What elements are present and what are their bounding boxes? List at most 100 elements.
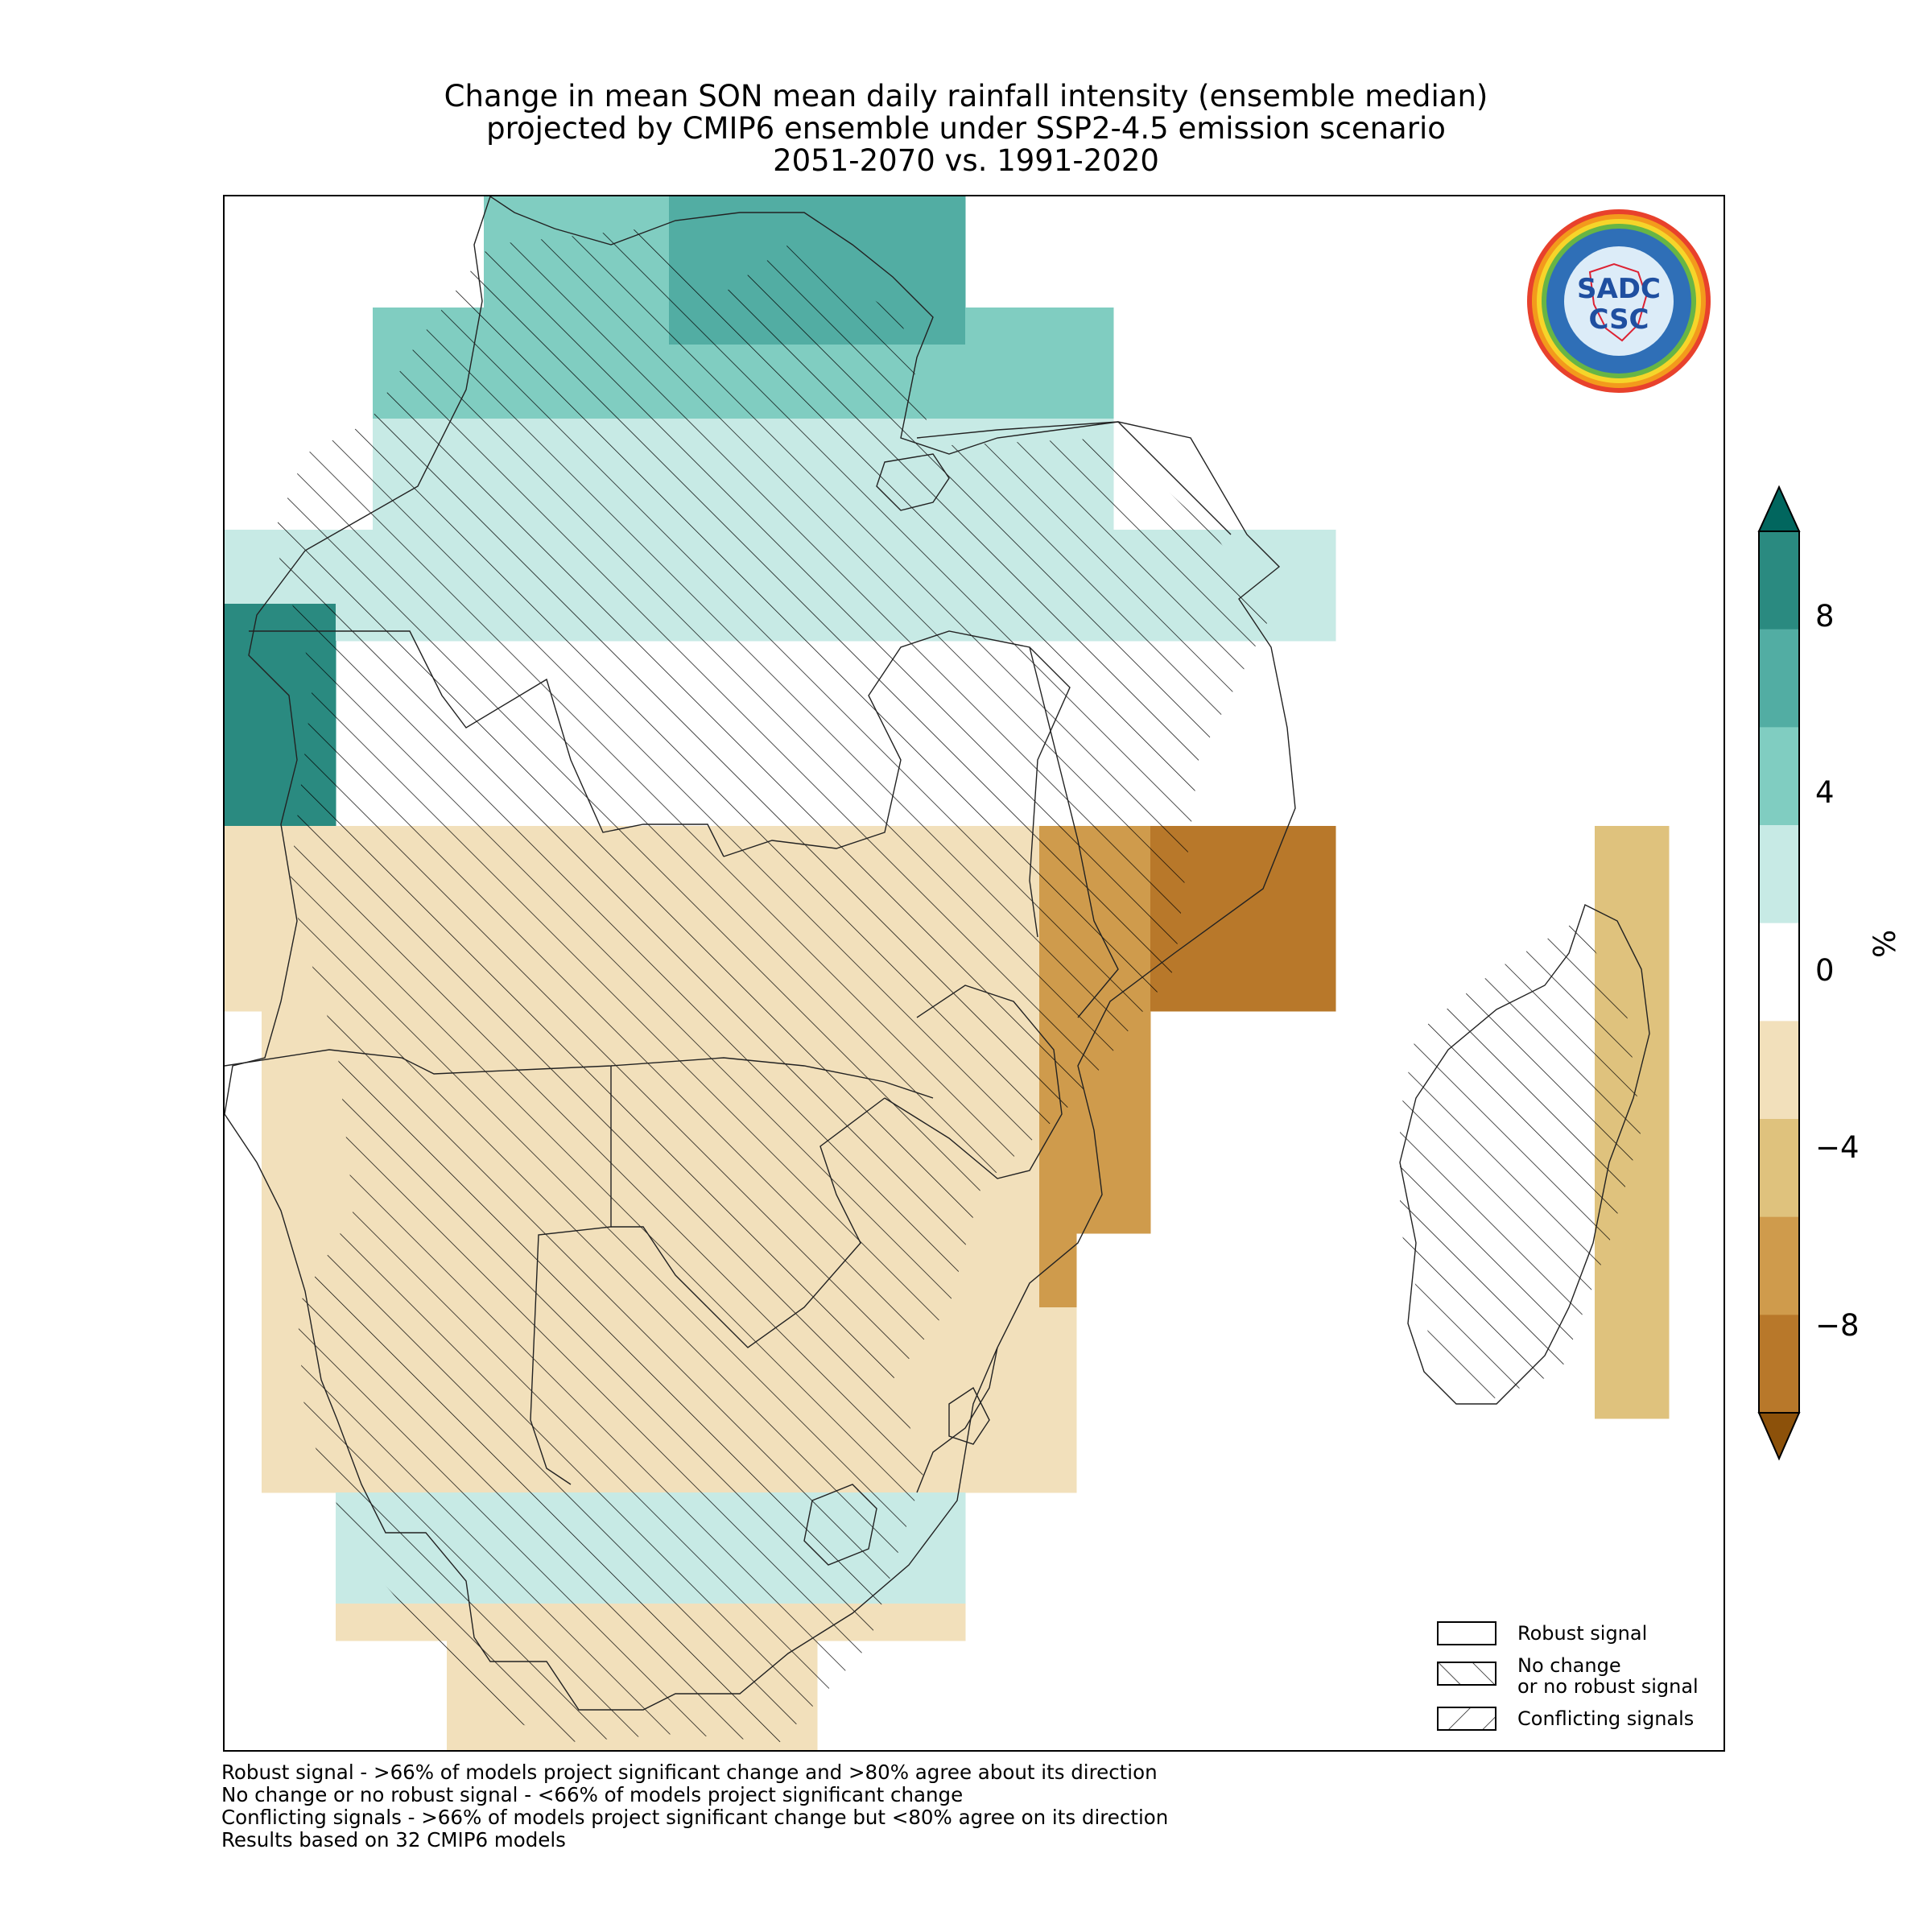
map-grid-cell [1113, 1122, 1151, 1160]
map-grid-cell [262, 752, 299, 790]
colorbar-tick-neg8: −8 [1815, 1308, 1860, 1343]
map-grid-cell [225, 974, 262, 1012]
map-grid-cell [928, 270, 966, 308]
colorbar-segment [1759, 1216, 1799, 1315]
map-grid-cell [1632, 826, 1670, 864]
map-grid-cell [1039, 1159, 1077, 1197]
colorbar-segment [1759, 825, 1799, 924]
map-grid-cell [1595, 826, 1633, 864]
map-grid-cell [1261, 863, 1299, 901]
map-grid-cell [1002, 308, 1040, 345]
map-grid-cell [1002, 1344, 1040, 1382]
map-grid-cell [928, 233, 966, 271]
no-change-swatch [1437, 1662, 1496, 1686]
map-grid-cell [1076, 382, 1114, 419]
map-grid-cell [1261, 530, 1299, 568]
map-grid-cell [1187, 974, 1225, 1012]
map-grid-cell [1039, 1196, 1077, 1234]
map-grid-cell [1298, 530, 1336, 568]
map-grid-cell [891, 270, 929, 308]
map-grid-cell [1595, 1381, 1633, 1419]
colorbar-segment [1759, 727, 1799, 826]
map-grid-cell [1595, 863, 1633, 901]
map-grid-cell [965, 1418, 1003, 1456]
map-grid-cell [1261, 567, 1299, 605]
map-grid-cell [928, 196, 966, 234]
map-grid-cell [262, 1307, 299, 1345]
legend-robust-label: Robust signal [1517, 1622, 1648, 1645]
map-grid-cell [1187, 937, 1225, 975]
map-grid-cell [1298, 567, 1336, 605]
map-grid-cell [1298, 974, 1336, 1012]
map-grid-cell [225, 752, 262, 790]
map-grid-cell [891, 1567, 929, 1604]
legend-conflicting-label: Conflicting signals [1517, 1707, 1695, 1730]
map-grid-cell [1595, 1307, 1633, 1345]
map-grid-cell [262, 1344, 299, 1382]
country-borders [225, 196, 1650, 1711]
border-eswatini [948, 1386, 990, 1445]
colorbar-tick-4: 4 [1815, 775, 1835, 810]
map-grid-cell [1039, 345, 1077, 382]
robust-swatch [1437, 1621, 1496, 1645]
map-grid-cell [1632, 900, 1670, 938]
border-zimbabwe [884, 985, 1063, 1179]
map-grid-cell [1002, 1159, 1040, 1197]
sadc-csc-logo: SADC CSC [1527, 209, 1711, 393]
map-grid-cell [262, 974, 299, 1012]
map-grid-cell [928, 1344, 966, 1382]
map-grid-cell [632, 196, 670, 234]
map-grid-cell [743, 196, 781, 234]
border-zambia [723, 630, 1071, 938]
map-grid-cell [225, 641, 262, 679]
colorbar [1757, 485, 1801, 1461]
map-grid-cell [1298, 826, 1336, 864]
map-grid-cell [1632, 863, 1670, 901]
colorbar-tick-8: 8 [1815, 599, 1835, 634]
map-grid-cell [262, 1196, 299, 1234]
map-grid-cell [706, 233, 744, 271]
map-grid-cell [928, 1381, 966, 1419]
map-grid-cell [1039, 1122, 1077, 1160]
map-grid-cell [1076, 308, 1114, 345]
coastline-madagascar [1399, 904, 1650, 1405]
map-title-line-1: Change in mean SON mean daily rainfall i… [444, 79, 1488, 114]
colorbar-segment [1759, 1315, 1799, 1414]
map-grid-cell [1632, 1344, 1670, 1382]
map-grid-cell [1002, 345, 1040, 382]
border-namibia-botswana [530, 1066, 612, 1485]
colorbar-tick-0: 0 [1815, 953, 1835, 988]
no-change-hatch-mainland [273, 229, 1271, 1742]
map-grid-cell [965, 382, 1003, 419]
map-grid-cell [1002, 1418, 1040, 1456]
map-grid-cell [336, 1604, 374, 1641]
map-grid-cell [262, 678, 299, 716]
map-grid-cell [1039, 1307, 1077, 1345]
map-grid-cell [1298, 937, 1336, 975]
map-grid-cell [817, 233, 855, 271]
map-grid-cell [225, 604, 262, 642]
map-grid-cell [262, 789, 299, 827]
map-grid-cell [1039, 1270, 1077, 1308]
map-grid-cell [1002, 1270, 1040, 1308]
border-botswana [611, 1097, 886, 1348]
map-grid-cell [928, 1492, 966, 1530]
map-grid-cell [225, 678, 262, 716]
map-grid-cell [965, 345, 1003, 382]
map-grid-cell [1187, 900, 1225, 938]
map-grid-cell [225, 530, 262, 568]
map-grid-cell [706, 196, 744, 234]
map-grid-cell [447, 1715, 485, 1750]
map-grid-cell [262, 1270, 299, 1308]
colorbar-tick-neg4: −4 [1815, 1130, 1860, 1165]
map-grid-cell [1187, 826, 1225, 864]
map-grid-cell [1632, 937, 1670, 975]
map-grid-cell [1113, 1196, 1151, 1234]
map-grid-cell [1187, 863, 1225, 901]
map-grid-cell [965, 308, 1003, 345]
map-grid-cell [1224, 863, 1262, 901]
border-tanzania [916, 421, 1232, 535]
map-grid-cell [1224, 900, 1262, 938]
map-grid-cell [299, 1122, 336, 1160]
map-grid-cell [1632, 1011, 1670, 1049]
